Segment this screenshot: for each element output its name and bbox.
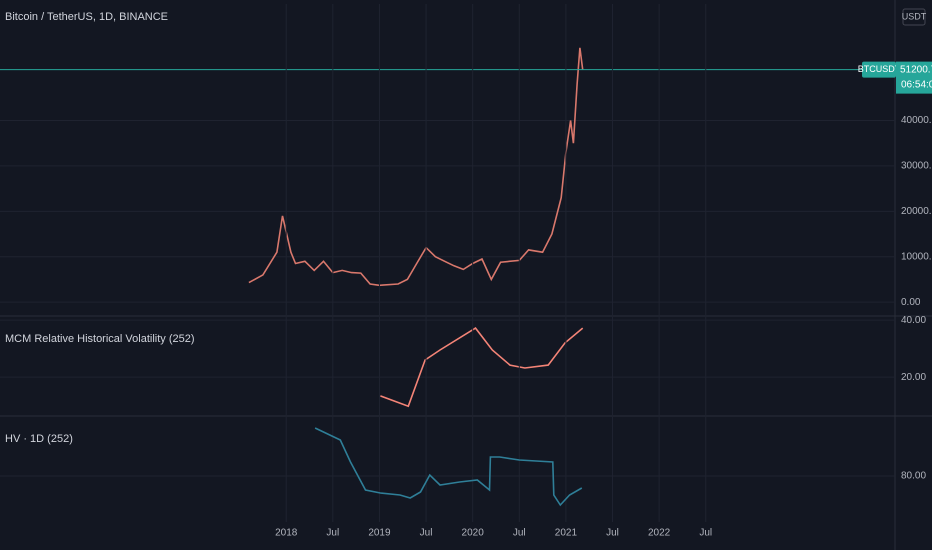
x-tick-label: Jul xyxy=(699,528,712,539)
x-tick-label: 2018 xyxy=(275,528,298,539)
x-tick-label: 2020 xyxy=(462,528,485,539)
currency-label[interactable]: USDT xyxy=(902,11,927,21)
series-line xyxy=(380,327,584,408)
pane-title: HV · 1D (252) xyxy=(5,433,73,445)
y-tick-label: 20000.00 xyxy=(901,206,932,217)
x-tick-label: Jul xyxy=(420,528,433,539)
x-tick-label: Jul xyxy=(326,528,339,539)
x-tick-label: Jul xyxy=(606,528,619,539)
x-tick-label: 2021 xyxy=(555,528,578,539)
x-tick-label: 2022 xyxy=(648,528,671,539)
currency-button[interactable] xyxy=(902,8,926,26)
pane-title: Bitcoin / TetherUS, 1D, BINANCE xyxy=(5,11,168,23)
last-price-label: 51200.78 xyxy=(900,64,932,75)
y-tick-label: 20.00 xyxy=(901,372,926,383)
symbol-badge xyxy=(862,61,896,78)
y-tick-label: 40000.00 xyxy=(901,115,932,126)
price-badge xyxy=(896,61,932,94)
series-line xyxy=(248,47,584,287)
y-tick-label: 10000.00 xyxy=(901,251,932,262)
y-tick-label: 40.00 xyxy=(901,315,926,326)
x-tick-label: Jul xyxy=(513,528,526,539)
y-tick-label: 80.00 xyxy=(901,471,926,482)
y-tick-label: 30000.00 xyxy=(901,161,932,172)
x-tick-label: 2019 xyxy=(368,528,391,539)
series-line xyxy=(314,427,583,507)
pane-title: MCM Relative Historical Volatility (252) xyxy=(5,333,195,345)
countdown-label: 06:54:08 xyxy=(901,79,932,90)
y-tick-label: 0.00 xyxy=(901,297,921,308)
symbol-label: BTCUSDT xyxy=(858,64,901,74)
